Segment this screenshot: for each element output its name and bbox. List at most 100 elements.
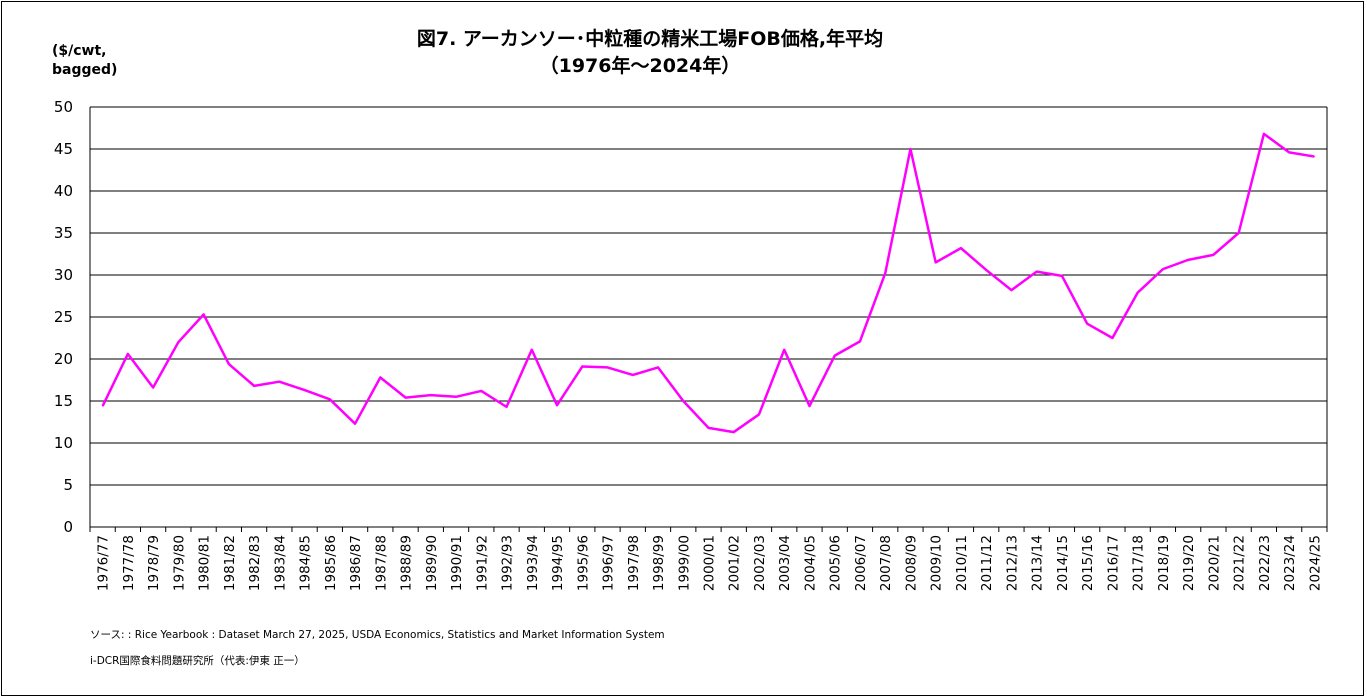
- data-point: [1313, 156, 1315, 158]
- data-point: [1212, 254, 1214, 256]
- gridlines: [89, 106, 1328, 528]
- data-point: [1086, 323, 1088, 325]
- data-point: [203, 313, 205, 315]
- x-tick-label: 2018/19: [1156, 535, 1172, 591]
- data-point: [808, 405, 810, 407]
- data-point: [859, 340, 861, 342]
- data-point: [329, 398, 331, 400]
- data-point: [884, 272, 886, 274]
- data-point: [733, 431, 735, 433]
- x-tick-label: 2005/06: [828, 535, 844, 591]
- data-point: [278, 381, 280, 383]
- x-tick-label: 2002/03: [752, 535, 768, 591]
- data-point: [531, 349, 533, 351]
- x-tick-label: 2009/10: [929, 535, 945, 591]
- data-point: [354, 423, 356, 425]
- data-point: [405, 397, 407, 399]
- credit-note: i-DCR国際食料問題研究所（代表:伊東 正一）: [90, 654, 305, 667]
- data-point: [253, 385, 255, 387]
- x-tick-label: 2020/21: [1206, 535, 1222, 591]
- data-point: [430, 394, 432, 396]
- x-tick-label: 2003/04: [777, 535, 793, 591]
- data-point: [632, 374, 634, 376]
- x-tick-label: 1985/86: [323, 535, 339, 591]
- x-tick-label: 1998/99: [651, 535, 667, 591]
- x-tick-label: 2001/02: [727, 535, 743, 591]
- x-tick-label: 1987/88: [373, 535, 389, 591]
- x-tick-label: 1981/82: [222, 535, 238, 591]
- data-point: [1187, 259, 1189, 261]
- x-tick-label: 1999/00: [676, 535, 692, 591]
- data-point: [783, 349, 785, 351]
- y-tick-label: 15: [54, 392, 73, 410]
- data-point: [127, 353, 129, 355]
- x-tick-label: 1976/77: [96, 535, 112, 591]
- series: [101, 132, 1315, 434]
- x-tick-label: 2022/23: [1257, 535, 1273, 591]
- x-tick-label: 1996/97: [601, 535, 617, 591]
- y-tick-labels: 0 5 10 15 20 25 30 35 40 45 50: [54, 98, 73, 536]
- y-tick-label: 5: [63, 476, 73, 494]
- x-tick-label: 1992/93: [500, 535, 516, 591]
- x-tick-label: 1977/78: [121, 535, 137, 591]
- data-point: [834, 355, 836, 357]
- x-tick-label: 1988/89: [399, 535, 415, 591]
- x-tick-label: 1990/91: [449, 535, 465, 591]
- x-tick-labels: 1976/77 1977/78 1978/79 1979/80 1980/81 1981/…: [89, 527, 1328, 591]
- x-tick-label: 2008/09: [903, 535, 919, 591]
- y-tick-label: 25: [54, 308, 73, 326]
- data-point: [985, 269, 987, 271]
- x-tick-label: 2019/20: [1181, 535, 1197, 591]
- x-tick-label: 2016/17: [1105, 535, 1121, 591]
- y-tick-label: 50: [54, 98, 73, 116]
- x-tick-label: 2021/22: [1232, 535, 1248, 591]
- y-tick-label: 40: [54, 182, 73, 200]
- data-point: [1263, 133, 1265, 135]
- data-point: [1137, 292, 1139, 294]
- x-tick-label: 1989/90: [424, 535, 440, 591]
- source-note: ソース: : Rice Yearbook : Dataset March 27,…: [90, 629, 665, 641]
- data-point: [657, 366, 659, 368]
- y-tick-label: 10: [54, 434, 73, 452]
- x-tick-label: 2012/13: [1004, 535, 1020, 591]
- data-point: [909, 148, 911, 150]
- x-tick-label: 1991/92: [474, 535, 490, 591]
- data-point: [1010, 289, 1012, 291]
- x-tick-label: 2015/16: [1080, 535, 1096, 591]
- y-tick-label: 20: [54, 350, 73, 368]
- data-point: [506, 406, 508, 408]
- data-point: [1061, 275, 1063, 277]
- data-point: [480, 390, 482, 392]
- data-point: [379, 376, 381, 378]
- x-tick-label: 1979/80: [171, 535, 187, 591]
- y-tick-label: 0: [63, 518, 73, 536]
- data-point: [556, 404, 558, 406]
- x-tick-label: 2024/25: [1307, 535, 1323, 591]
- y-axis-label-line1: ($/cwt,: [52, 43, 107, 59]
- x-tick-label: 1995/96: [575, 535, 591, 591]
- x-tick-label: 2023/24: [1282, 535, 1298, 591]
- data-point: [935, 261, 937, 263]
- x-tick-label: 2000/01: [702, 535, 718, 591]
- data-point: [228, 363, 230, 365]
- data-point: [304, 389, 306, 391]
- series-line: [101, 132, 1315, 434]
- x-tick-label: 1994/95: [550, 535, 566, 591]
- x-tick-label: 1978/79: [146, 535, 162, 591]
- x-tick-label: 2013/14: [1030, 535, 1046, 591]
- data-point: [960, 247, 962, 249]
- data-point: [1162, 268, 1164, 270]
- x-tick-label: 1982/83: [247, 535, 263, 591]
- x-tick-label: 1986/87: [348, 535, 364, 591]
- x-tick-label: 2004/05: [802, 535, 818, 591]
- y-tick-label: 35: [54, 224, 73, 242]
- x-tick-label: 2010/11: [954, 535, 970, 591]
- y-axis-label-line2: bagged): [52, 62, 117, 78]
- x-tick-label: 1984/85: [298, 535, 314, 591]
- data-point: [152, 387, 154, 389]
- x-tick-label: 1997/98: [626, 535, 642, 591]
- data-point: [682, 400, 684, 402]
- chart-subtitle: （1976年～2024年）: [540, 54, 741, 77]
- x-tick-label: 2006/07: [853, 535, 869, 591]
